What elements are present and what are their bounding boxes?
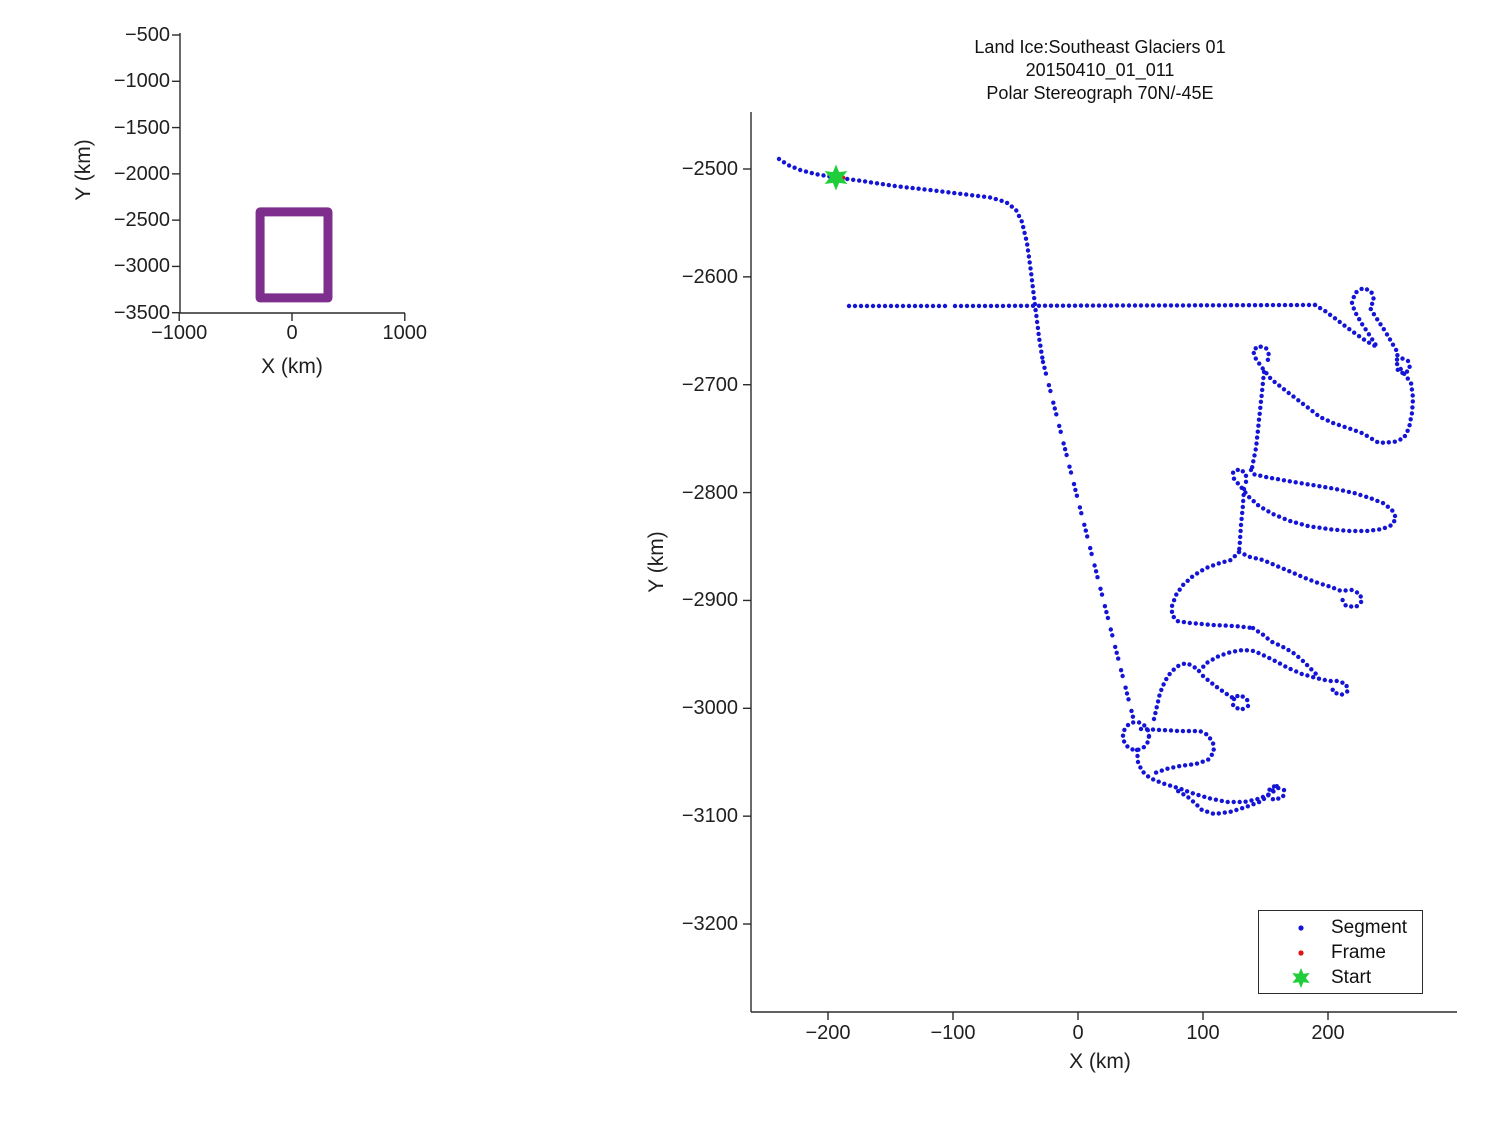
main-y-tick-label: −2600	[681, 265, 738, 288]
frame-marker-icon	[1298, 950, 1304, 956]
legend-item-label: Start	[1331, 967, 1372, 988]
overview-y-tick-label: −3500	[113, 301, 170, 324]
main-x-tick-label: 200	[1311, 1022, 1345, 1044]
main-y-tick-label: −2900	[681, 589, 738, 612]
overview-x-tick-label: −1000	[151, 322, 208, 344]
start-marker-icon	[1292, 968, 1310, 988]
main-x-tick-label: −200	[805, 1022, 851, 1044]
legend-item-start: Start	[1259, 966, 1422, 990]
segment-marker-icon	[1298, 925, 1304, 931]
title-line-2: 20150410_01_011	[1025, 60, 1175, 80]
plot-title: Land Ice:Southeast Glaciers 01 20150410_…	[800, 36, 1400, 105]
overview-y-tick-label: −1500	[113, 116, 170, 139]
main-x-tick-label: 100	[1186, 1022, 1220, 1044]
overview-y-tick-label: −1000	[113, 70, 170, 93]
legend-item-segment: Segment	[1259, 916, 1422, 940]
main-x-tick-label: 0	[1072, 1022, 1084, 1044]
overview-x-tick-label: 1000	[382, 322, 428, 344]
legend-item-frame: Frame	[1259, 941, 1422, 965]
main-y-tick-label: −3000	[681, 697, 738, 720]
main-x-axis-label: X (km)	[1069, 1050, 1131, 1073]
overview-x-tick-label: 0	[286, 322, 298, 344]
main-y-tick-label: −3100	[681, 805, 738, 828]
main-y-tick-label: −2700	[681, 373, 738, 396]
overview-y-tick-label: −2000	[113, 162, 170, 185]
legend: Segment Frame Start	[1258, 910, 1423, 994]
overview-x-axis-label: X (km)	[261, 355, 323, 378]
segment-dots	[776, 156, 1416, 816]
legend-item-label: Segment	[1331, 917, 1408, 938]
overview-y-tick-label: −2500	[113, 209, 170, 232]
legend-item-label: Frame	[1331, 942, 1386, 963]
coverage-outline-rect	[255, 207, 333, 303]
main-y-tick-label: −2500	[681, 158, 738, 180]
main-y-tick-label: −3200	[681, 913, 738, 936]
title-line-3: Polar Stereograph 70N/-45E	[986, 83, 1214, 103]
main-y-tick-label: −2800	[681, 481, 738, 504]
overview-y-tick-label: −3000	[113, 255, 170, 278]
main-x-tick-label: −100	[930, 1022, 976, 1044]
overview-y-tick-label: −500	[124, 24, 170, 46]
start-marker	[824, 164, 848, 191]
title-line-1: Land Ice:Southeast Glaciers 01	[974, 37, 1226, 57]
